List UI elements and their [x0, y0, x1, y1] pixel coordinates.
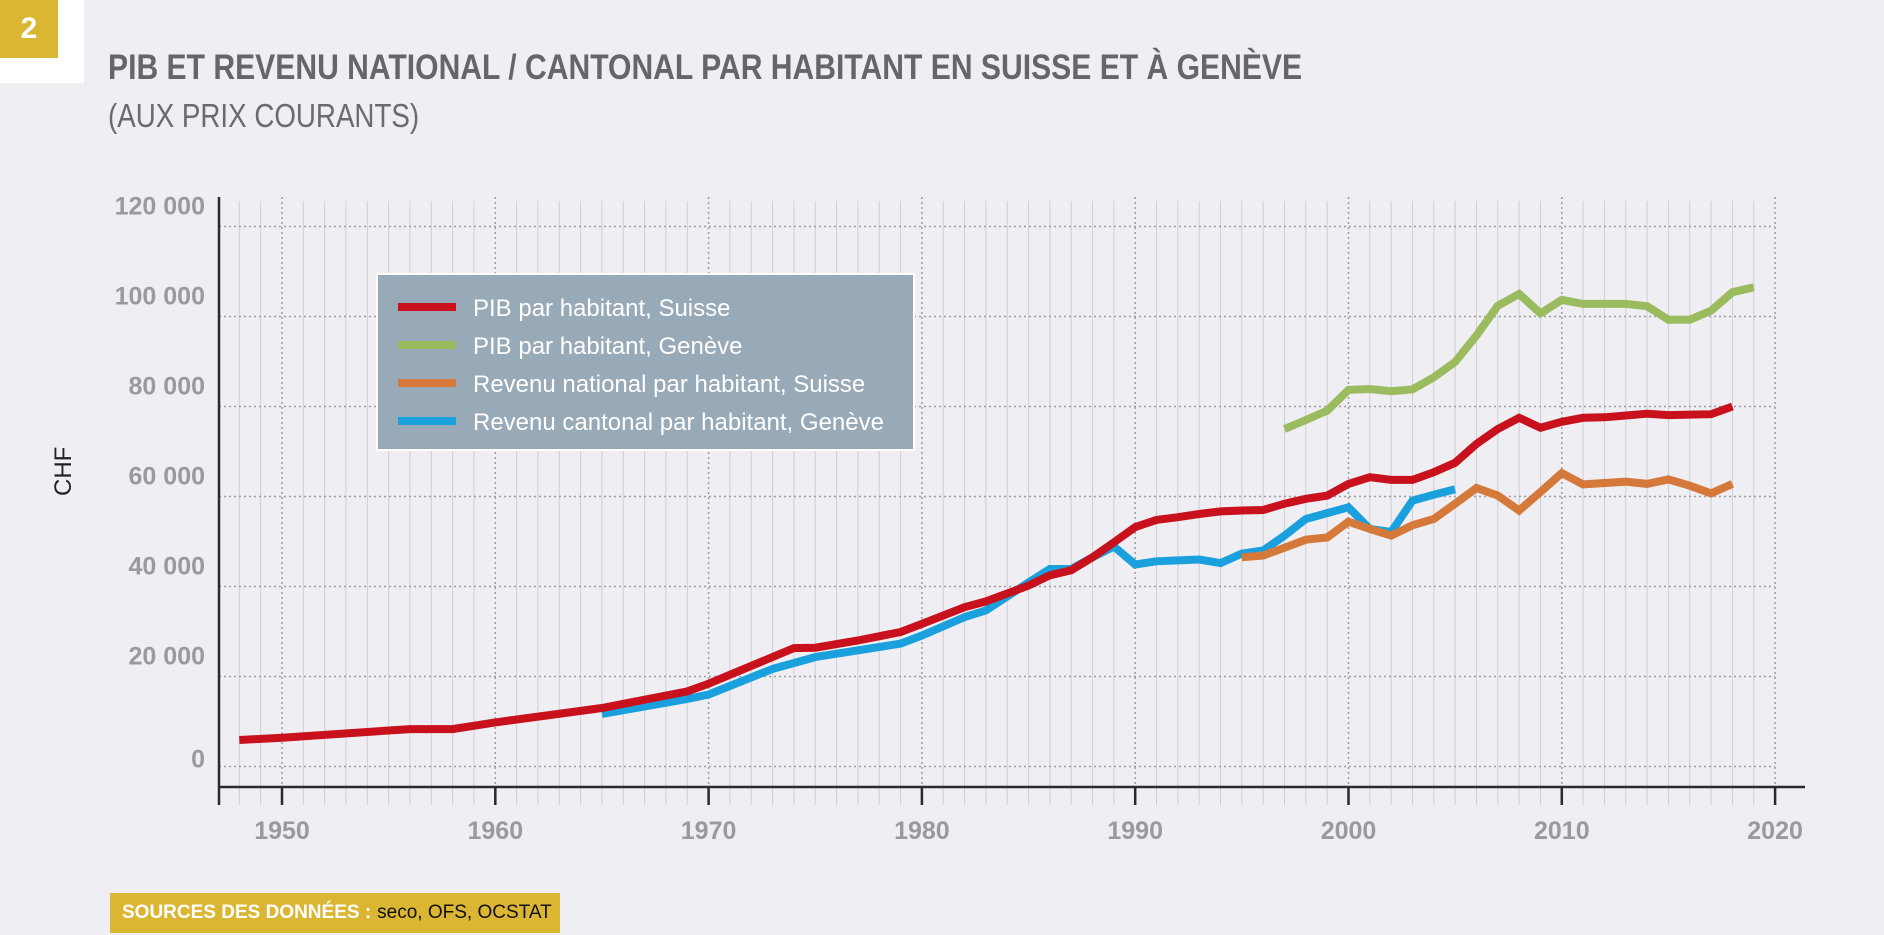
y-tick-label: 60 000: [129, 463, 205, 491]
chart-title: PIB ET REVENU NATIONAL / CANTONAL PAR HA…: [108, 48, 1303, 87]
legend-box: [378, 275, 913, 449]
series-line-2: [1282, 283, 1755, 433]
x-tick-label: 1990: [1107, 817, 1163, 845]
y-tick-label: 20 000: [129, 643, 205, 671]
y-tick-label: 100 000: [115, 283, 205, 311]
x-tick-label: 2010: [1534, 817, 1590, 845]
x-tick-label: 2020: [1747, 817, 1803, 845]
axes: [217, 197, 1805, 805]
data-source-banner: SOURCES DES DONNÉES : seco, OFS, OCSTAT: [110, 893, 560, 933]
series-line-1: [239, 402, 1734, 744]
series-line-3: [1241, 468, 1735, 562]
x-tick-label: 1970: [681, 817, 737, 845]
series-line-4: [601, 485, 1457, 718]
chart-subtitle: (AUX PRIX COURANTS): [108, 97, 420, 134]
figure-number-badge: 2: [0, 0, 58, 58]
source-value: seco, OFS, OCSTAT: [377, 902, 552, 923]
y-tick-label: 80 000: [129, 373, 205, 401]
legend-label: PIB par habitant, Suisse: [473, 295, 730, 322]
y-tick-label: 0: [191, 746, 205, 774]
x-tick-label: 2000: [1321, 817, 1377, 845]
legend-label: Revenu cantonal par habitant, Genève: [473, 409, 884, 436]
x-tick-label: 1950: [254, 817, 310, 845]
legend-label: Revenu national par habitant, Suisse: [473, 371, 865, 398]
x-tick-label: 1980: [894, 817, 950, 845]
x-tick-label: 1960: [467, 817, 523, 845]
legend: PIB par habitant, Suisse PIB par habitant…: [376, 273, 915, 451]
tick-labels: 1950 1960 1970 1980 1990 2000 2010 2020 0 20 000 4…: [115, 193, 1803, 846]
y-tick-label: 40 000: [129, 553, 205, 581]
source-label: SOURCES DES DONNÉES :: [122, 902, 372, 923]
series-lines: [239, 283, 1755, 744]
y-tick-label: 120 000: [115, 193, 205, 221]
legend-label: PIB par habitant, Genève: [473, 333, 743, 360]
